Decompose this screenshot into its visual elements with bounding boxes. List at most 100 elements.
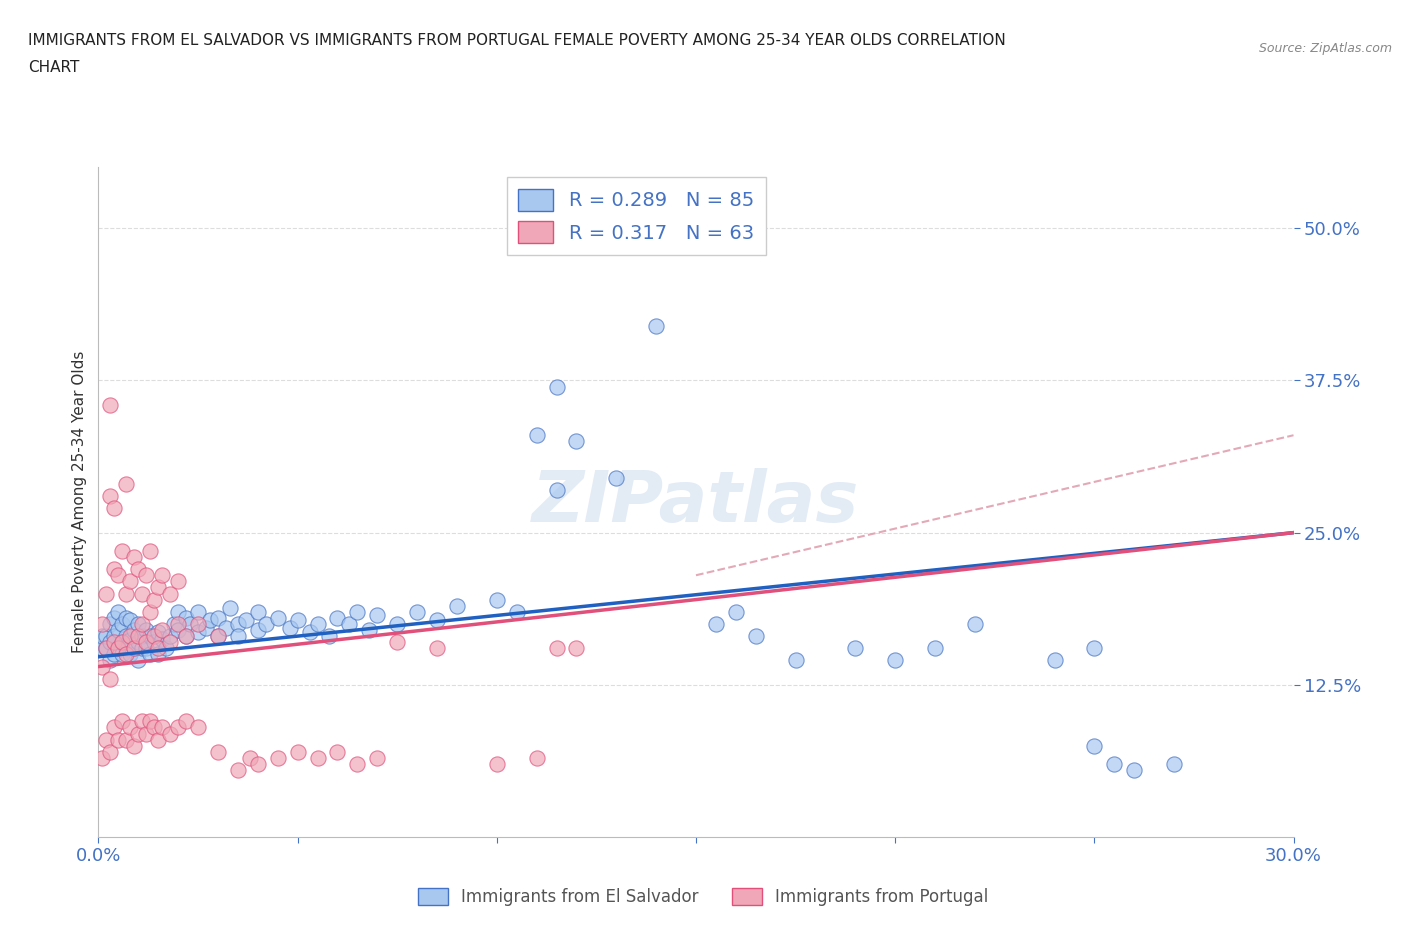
Point	[127, 562, 149, 577]
Point	[546, 641, 568, 656]
Point	[326, 744, 349, 759]
Point	[485, 756, 508, 771]
Point	[565, 641, 588, 656]
Point	[155, 641, 177, 656]
Point	[235, 613, 257, 628]
Point	[215, 620, 238, 635]
Point	[1102, 756, 1125, 771]
Point	[254, 617, 277, 631]
Point	[187, 604, 209, 619]
Point	[884, 653, 907, 668]
Point	[924, 641, 946, 656]
Point	[115, 629, 138, 644]
Point	[91, 641, 114, 656]
Point	[326, 610, 349, 625]
Point	[1083, 738, 1105, 753]
Point	[96, 586, 118, 601]
Text: ZIPatlas: ZIPatlas	[533, 468, 859, 537]
Point	[98, 635, 122, 650]
Point	[139, 714, 162, 729]
Point	[139, 629, 162, 644]
Point	[446, 598, 468, 613]
Point	[148, 625, 170, 640]
Point	[174, 629, 197, 644]
Point	[1123, 763, 1146, 777]
Point	[115, 586, 138, 601]
Point	[120, 629, 142, 644]
Point	[103, 562, 125, 577]
Point	[103, 635, 125, 650]
Point	[307, 751, 329, 765]
Point	[131, 641, 153, 656]
Point	[127, 629, 149, 644]
Point	[565, 434, 588, 449]
Point	[150, 631, 173, 646]
Point	[426, 613, 449, 628]
Point	[103, 501, 125, 516]
Point	[111, 635, 134, 650]
Point	[174, 629, 197, 644]
Point	[124, 622, 146, 637]
Text: IMMIGRANTS FROM EL SALVADOR VS IMMIGRANTS FROM PORTUGAL FEMALE POVERTY AMONG 25-: IMMIGRANTS FROM EL SALVADOR VS IMMIGRANT…	[28, 33, 1005, 47]
Legend: Immigrants from El Salvador, Immigrants from Portugal: Immigrants from El Salvador, Immigrants …	[411, 881, 995, 912]
Point	[115, 641, 138, 656]
Point	[115, 647, 138, 662]
Point	[107, 568, 129, 583]
Point	[111, 647, 134, 662]
Point	[124, 550, 146, 565]
Point	[426, 641, 449, 656]
Point	[98, 617, 122, 631]
Point	[278, 620, 301, 635]
Point	[267, 610, 290, 625]
Point	[187, 617, 209, 631]
Point	[366, 608, 388, 623]
Point	[194, 620, 218, 635]
Point	[91, 751, 114, 765]
Point	[406, 604, 429, 619]
Point	[115, 732, 138, 747]
Point	[785, 653, 807, 668]
Point	[546, 379, 568, 394]
Point	[174, 610, 197, 625]
Point	[96, 629, 118, 644]
Point	[107, 732, 129, 747]
Point	[148, 580, 170, 595]
Point	[219, 601, 242, 616]
Point	[167, 720, 190, 735]
Point	[111, 635, 134, 650]
Point	[159, 629, 181, 644]
Point	[724, 604, 747, 619]
Point	[127, 635, 149, 650]
Point	[526, 428, 548, 443]
Point	[485, 592, 508, 607]
Point	[167, 617, 190, 631]
Point	[98, 397, 122, 412]
Point	[187, 720, 209, 735]
Point	[844, 641, 866, 656]
Point	[1163, 756, 1185, 771]
Point	[159, 635, 181, 650]
Point	[103, 647, 125, 662]
Point	[131, 714, 153, 729]
Point	[163, 617, 186, 631]
Point	[131, 586, 153, 601]
Point	[385, 635, 409, 650]
Point	[150, 622, 173, 637]
Point	[307, 617, 329, 631]
Point	[139, 543, 162, 558]
Point	[143, 635, 166, 650]
Point	[318, 629, 340, 644]
Point	[120, 720, 142, 735]
Point	[179, 617, 201, 631]
Text: CHART: CHART	[28, 60, 80, 75]
Point	[1043, 653, 1066, 668]
Point	[107, 641, 129, 656]
Point	[246, 604, 269, 619]
Point	[339, 617, 360, 631]
Point	[605, 471, 627, 485]
Point	[139, 647, 162, 662]
Point	[91, 617, 114, 631]
Point	[198, 613, 221, 628]
Point	[207, 629, 229, 644]
Point	[103, 610, 125, 625]
